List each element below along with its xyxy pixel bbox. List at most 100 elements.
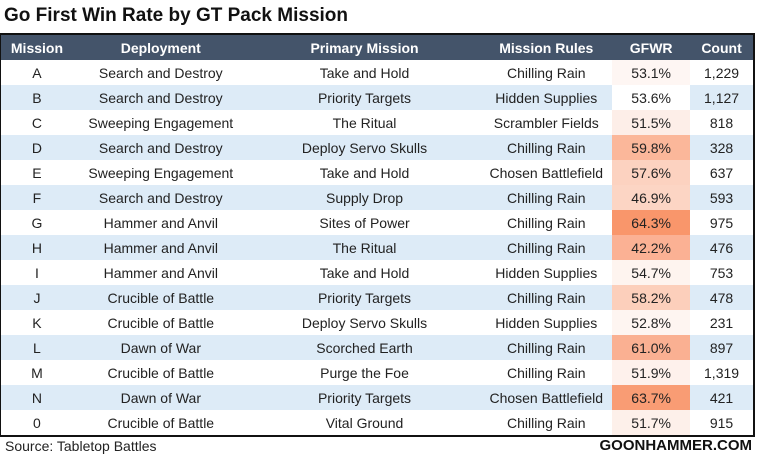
cell-gfwr: 57.6% [612,160,691,185]
cell-count: 478 [709,289,734,306]
cell-mission-rules: Chosen Battlefield [489,389,604,406]
table-header-row: Mission Deployment Primary Mission Missi… [1,35,753,60]
cell-count: 476 [709,239,734,256]
source-note: Source: Tabletop Battles [5,438,157,454]
cell-gfwr: 46.9% [612,185,691,210]
cell-mission-rules: Chilling Rain [506,189,586,206]
table-row: G Hammer and Anvil Sites of Power Chilling … [1,210,753,235]
cell-count: 1,229 [704,64,740,81]
cell-deployment: Crucible of Battle [107,414,215,431]
cell-deployment: Search and Destroy [98,89,223,106]
cell-primary-mission: Priority Targets [317,289,412,306]
cell-deployment: Crucible of Battle [107,364,215,381]
cell-mission-rules: Hidden Supplies [495,314,598,331]
cell-count: 818 [709,114,734,131]
table-row: 0 Crucible of Battle Vital Ground Chilling … [1,410,753,435]
cell-mission: G [31,214,43,231]
page-title: Go First Win Rate by GT Pack Mission [4,5,349,26]
cell-mission: I [35,264,39,281]
column-header-deployment: Deployment [120,39,201,56]
table-row: N Dawn of War Priority Targets Chosen Battl… [1,385,753,410]
cell-primary-mission: Deploy Servo Skulls [301,139,428,156]
cell-mission: M [31,364,43,381]
cell-deployment: Search and Destroy [98,64,223,81]
cell-mission: B [32,89,42,106]
cell-primary-mission: Take and Hold [319,264,410,281]
cell-count: 753 [709,264,734,281]
cell-mission-rules: Hidden Supplies [495,264,598,281]
cell-count: 421 [709,389,734,406]
cell-primary-mission: Supply Drop [325,189,404,206]
cell-gfwr: 59.8% [612,135,691,160]
cell-deployment: Sweeping Engagement [88,164,234,181]
cell-mission: 0 [33,414,41,431]
brand-label: GOONHAMMER.COM [599,437,753,454]
cell-count: 897 [709,339,734,356]
cell-mission: N [31,389,43,406]
cell-gfwr: 51.7% [612,410,691,435]
cell-mission: K [32,314,42,331]
cell-mission: E [32,164,42,181]
cell-mission-rules: Chilling Rain [506,289,586,306]
table-row: E Sweeping Engagement Take and Hold Chosen … [1,160,753,185]
cell-primary-mission: Sites of Power [319,214,410,231]
cell-count: 1,127 [704,89,740,106]
cell-count: 915 [709,414,734,431]
cell-mission: D [31,139,43,156]
cell-deployment: Search and Destroy [98,189,223,206]
cell-mission-rules: Chilling Rain [506,239,586,256]
table-row: M Crucible of Battle Purge the Foe Chilling… [1,360,753,385]
cell-count: 328 [709,139,734,156]
cell-primary-mission: The Ritual [332,239,397,256]
cell-deployment: Dawn of War [120,339,201,356]
cell-gfwr: 58.2% [612,285,691,310]
table-row: C Sweeping Engagement The Ritual Scrambler … [1,110,753,135]
table-row: J Crucible of Battle Priority Targets Chill… [1,285,753,310]
cell-gfwr: 51.9% [612,360,691,385]
cell-count: 637 [709,164,734,181]
cell-count: 231 [709,314,734,331]
cell-deployment: Hammer and Anvil [103,214,218,231]
win-rate-table: Mission Deployment Primary Mission Missi… [0,33,755,437]
cell-gfwr: 42.2% [612,235,691,260]
cell-gfwr: 52.8% [612,310,691,335]
cell-mission-rules: Chilling Rain [506,414,586,431]
cell-mission: H [31,239,43,256]
table-row: H Hammer and Anvil The Ritual Chilling Rain… [1,235,753,260]
cell-deployment: Sweeping Engagement [88,114,234,131]
cell-gfwr: 63.7% [612,385,691,410]
column-header-gfwr: GFWR [629,39,673,56]
cell-mission-rules: Scrambler Fields [493,114,599,131]
cell-gfwr: 53.1% [612,60,691,85]
table-row: B Search and Destroy Priority Targets Hidde… [1,85,753,110]
cell-mission: L [33,339,41,356]
cell-gfwr: 53.6% [612,85,691,110]
cell-gfwr: 51.5% [612,110,691,135]
cell-primary-mission: Vital Ground [325,414,404,431]
cell-primary-mission: Deploy Servo Skulls [301,314,428,331]
cell-mission: J [33,289,41,306]
cell-deployment: Hammer and Anvil [103,264,218,281]
column-header-mission: Mission [10,39,64,56]
cell-count: 593 [709,189,734,206]
cell-count: 1,319 [704,364,740,381]
cell-deployment: Hammer and Anvil [103,239,218,256]
cell-count: 975 [709,214,734,231]
table-row: D Search and Destroy Deploy Servo Skulls Ch… [1,135,753,160]
cell-primary-mission: Take and Hold [319,64,410,81]
cell-gfwr: 64.3% [612,210,691,235]
cell-primary-mission: Scorched Earth [316,339,413,356]
cell-primary-mission: Purge the Foe [320,364,409,381]
cell-mission-rules: Hidden Supplies [495,89,598,106]
cell-mission-rules: Chosen Battlefield [489,164,604,181]
column-header-count: Count [701,39,742,56]
cell-mission: C [31,114,43,131]
cell-primary-mission: Priority Targets [317,89,412,106]
table-row: K Crucible of Battle Deploy Servo Skulls Hi… [1,310,753,335]
table-row: F Search and Destroy Supply Drop Chilling R… [1,185,753,210]
cell-mission-rules: Chilling Rain [506,139,586,156]
cell-mission: A [32,64,42,81]
cell-gfwr: 61.0% [612,335,691,360]
column-header-mission-rules: Mission Rules [499,39,594,56]
cell-primary-mission: The Ritual [332,114,397,131]
